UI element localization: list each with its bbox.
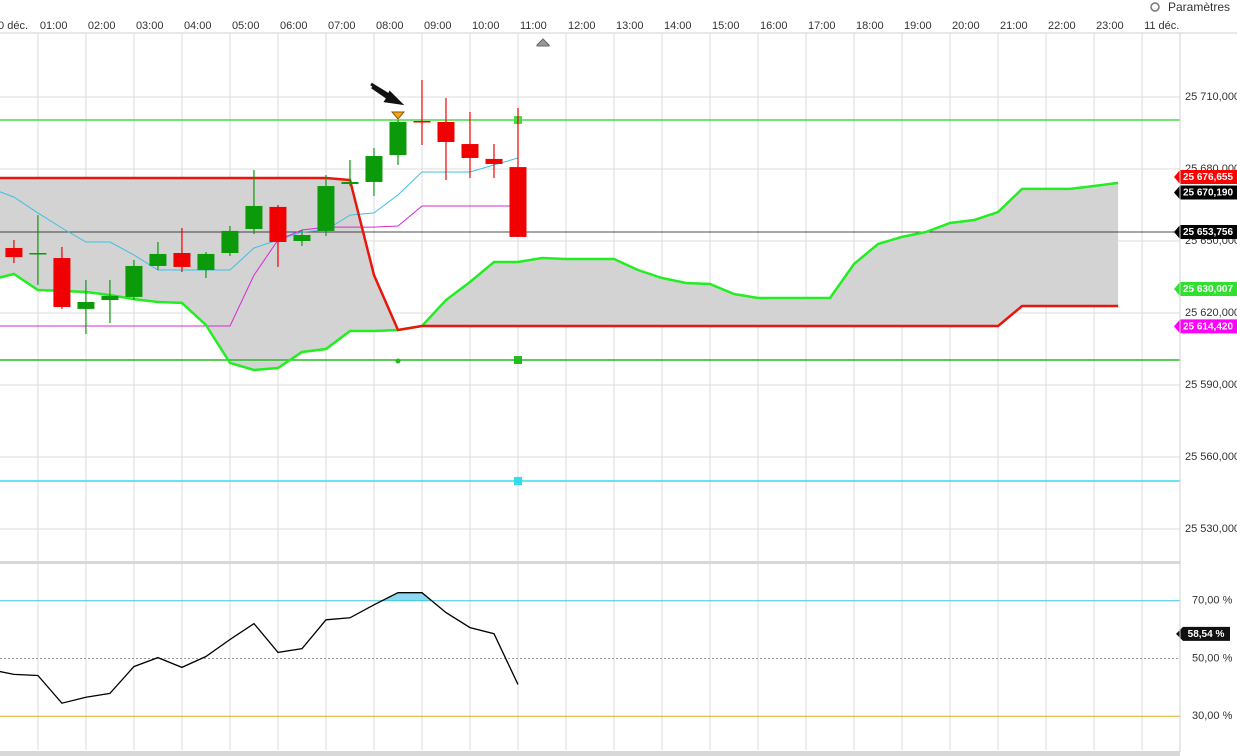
price-label-box — [1174, 319, 1237, 334]
price-label: 25 630,007 — [1183, 284, 1233, 295]
candle-body — [5, 247, 23, 258]
candle-body — [53, 258, 71, 308]
x-tick-label: 16:00 — [760, 20, 788, 32]
price-label: 25 653,756 — [1183, 227, 1233, 238]
gear-icon — [1150, 2, 1160, 12]
level-dot — [395, 358, 401, 364]
x-tick-label: 18:00 — [856, 20, 884, 32]
x-tick-label: 07:00 — [328, 20, 356, 32]
candle-body — [269, 206, 287, 242]
x-tick-label: 11:00 — [520, 20, 547, 32]
candle-body — [101, 295, 119, 301]
rsi-line — [0, 592, 519, 704]
candle-body — [389, 121, 407, 156]
price-label-box — [1174, 170, 1237, 185]
settings-label[interactable]: Paramètres — [1168, 0, 1230, 14]
indicator-line — [0, 205, 518, 327]
axes: 10 déc. 01:00 02:00 03:00 04:00 05:00 06:00 07:… — [0, 20, 1237, 722]
price-label: 25 676,655 — [1183, 172, 1233, 183]
y-tick-label: 25 560,000 — [1185, 451, 1237, 463]
indicator-line — [0, 176, 1119, 332]
main-plot — [0, 33, 1180, 562]
candle-body — [485, 158, 503, 164]
x-tick-label: 22:00 — [1048, 20, 1076, 32]
candle-body — [197, 253, 215, 271]
y-tick-label: 50,00 % — [1192, 652, 1233, 664]
candle-body — [365, 156, 383, 182]
y-tick-label: 25 530,000 — [1185, 523, 1237, 535]
y-tick-label: 25 620,000 — [1185, 307, 1237, 319]
indicator-line — [0, 181, 1119, 372]
x-tick-label: 21:00 — [1000, 20, 1028, 32]
candle-body — [77, 301, 95, 309]
last-value-box — [1176, 626, 1230, 641]
candle-body — [125, 265, 143, 297]
settings-button[interactable]: Paramètres — [1150, 0, 1230, 14]
x-tick-label: 01:00 — [40, 20, 68, 32]
x-tick-label: 10:00 — [472, 20, 500, 32]
candle-body — [221, 230, 239, 254]
level-marker — [513, 477, 522, 486]
x-tick-label: 02:00 — [88, 20, 116, 32]
candle-body — [461, 144, 479, 158]
rsi-plot — [0, 564, 1180, 750]
price-label: 25 614,420 — [1183, 322, 1233, 333]
price-label-box — [1174, 185, 1237, 200]
candle-body — [341, 181, 359, 185]
candle-body — [509, 167, 527, 237]
x-tick-label: 11 déc. — [1144, 20, 1179, 32]
signal-marker — [390, 111, 406, 120]
x-tick-label: 23:00 — [1096, 20, 1124, 32]
y-tick-label: 25 590,000 — [1185, 379, 1237, 391]
candle-body — [317, 186, 335, 231]
signal-arrow — [370, 82, 405, 106]
x-tick-label: 14:00 — [664, 20, 692, 32]
x-tick-label: 03:00 — [136, 20, 164, 32]
price-label-box — [1174, 224, 1237, 239]
scrollbar[interactable] — [0, 751, 1180, 756]
y-tick-label: 30,00 % — [1192, 710, 1233, 722]
candle-body — [413, 121, 431, 123]
level-marker — [513, 356, 522, 365]
candle-body — [293, 235, 311, 242]
x-tick-label: 06:00 — [280, 20, 308, 32]
y-tick-label: 70,00 % — [1192, 595, 1233, 607]
candle-body — [437, 121, 455, 143]
x-tick-label: 10 déc. — [0, 20, 28, 32]
x-tick-label: 15:00 — [712, 20, 740, 32]
price-label: 25 670,190 — [1183, 188, 1233, 199]
candle-body — [245, 205, 263, 230]
x-tick-label: 04:00 — [184, 20, 212, 32]
candle-body — [29, 253, 47, 255]
x-tick-label: 19:00 — [904, 20, 932, 32]
x-tick-label: 12:00 — [568, 20, 596, 32]
x-tick-label: 13:00 — [616, 20, 644, 32]
x-tick-label: 20:00 — [952, 20, 980, 32]
panel-separator — [0, 561, 1180, 564]
x-tick-label: 17:00 — [808, 20, 836, 32]
indicator-line — [0, 157, 519, 271]
last-value-label: 58,54 % — [1188, 629, 1225, 640]
x-tick-label: 05:00 — [232, 20, 260, 32]
candle-body — [173, 253, 191, 267]
x-tick-label: 09:00 — [424, 20, 452, 32]
x-tick-label: 08:00 — [376, 20, 404, 32]
price-label-box — [1174, 281, 1237, 296]
candle-body — [149, 253, 167, 266]
y-tick-label: 25 710,000 — [1185, 91, 1237, 103]
time-cursor[interactable] — [536, 38, 550, 47]
